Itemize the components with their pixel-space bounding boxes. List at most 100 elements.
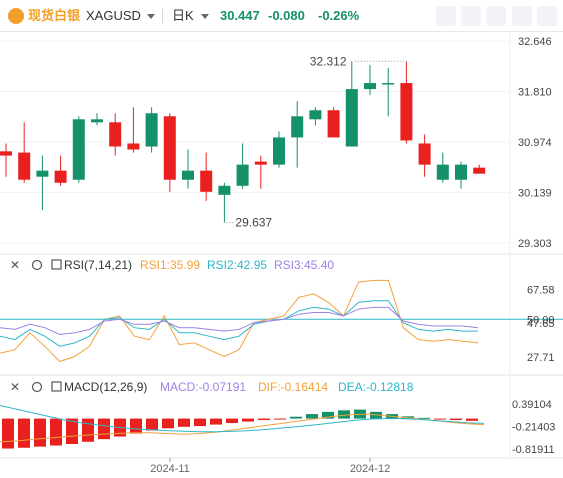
rsi-tick-label: 67.58 [527,285,555,297]
candle-body [18,152,31,180]
candle-body [473,167,486,174]
candle-body [418,143,431,165]
date-tick-label: 2024-12 [350,463,390,475]
rsi-tick-label: 47.65 [527,318,555,330]
line-style-icon[interactable] [436,6,456,26]
candle-body [145,113,158,147]
settings-icon[interactable] [31,259,43,271]
candle-body [327,110,340,138]
macd-histogram-bar [242,418,254,422]
macd-legend: MACD:-0.07191 [160,380,246,394]
candle-body [382,83,395,85]
macd-histogram-bar [466,418,478,421]
dea-legend: DEA:-0.12818 [338,380,414,394]
macd-histogram-bar [50,418,62,446]
chevron-down-icon[interactable] [201,14,209,19]
rsi-series-line [0,300,478,347]
period-selector[interactable]: 日K [172,8,194,23]
macd-tick-label: 0.39104 [512,399,552,411]
candle-body [200,170,213,192]
price-y-axis: 32.646 31.810 30.974 30.139 29.303 [518,36,552,250]
macd-histogram-bar [34,418,46,447]
macd-tick-label: -0.81911 [512,444,555,456]
price-change: -0.080 [268,8,305,23]
date-axis: 2024-11 2024-12 [150,458,390,475]
macd-histogram-bar [178,418,190,427]
macd-histogram-bar [450,418,462,421]
rsi-tick-label: 50.00 [527,314,555,326]
symbol-selector[interactable]: XAGUSD [86,8,141,23]
low-price-label: 29.637 [235,216,272,230]
close-icon[interactable] [537,6,557,26]
macd-histogram-bar [2,418,14,449]
macd-histogram-bar [66,418,78,445]
candle-body [182,170,194,180]
price-gridlines [0,40,510,244]
rsi-series-line [0,306,479,336]
price-candles [0,61,486,223]
candle-body [0,151,12,156]
chevron-down-icon[interactable] [147,14,155,19]
macd-tick-label: -0.21403 [512,422,555,434]
collapse-icon[interactable]: ✕ [10,380,20,394]
rsi-tick-label: 27.71 [527,352,555,364]
candle-body [163,116,176,180]
macd-title: MACD(12,26,9) [64,380,147,394]
candle-body [72,119,85,180]
rsi1-legend: RSI1:35.99 [140,258,200,272]
macd-histogram-bar [130,418,142,434]
macd-histogram-bar [18,418,30,448]
candle-body [455,164,467,180]
macd-histogram-bar [290,416,302,419]
price-change-percent: -0.26% [318,8,360,23]
candle-body [91,119,103,123]
candle-body [273,137,285,165]
rsi-title: RSI(7,14,21) [64,258,132,272]
macd-histogram-bar [146,418,158,431]
price-tick-label: 30.974 [518,137,552,149]
macd-series-line [0,405,485,433]
rsi-toolbar: ✕ [10,258,62,272]
chart-toolbar: 现货白银 XAGUSD 日K 30.447 -0.080 -0.26% [0,0,563,32]
macd-toolbar: ✕ [10,380,62,394]
collapse-icon[interactable]: ✕ [10,258,20,272]
macd-y-axis: 0.39104 -0.21403 -0.81911 [512,399,555,456]
rsi3-legend: RSI3:45.40 [274,258,334,272]
candle-body [109,122,122,147]
indicator-icon[interactable] [461,6,481,26]
macd-histogram-bar [226,418,238,424]
rsi2-legend: RSI2:42.95 [207,258,267,272]
macd-histogram-bar [210,418,222,425]
toolbar-divider [162,9,163,23]
settings-icon[interactable] [31,381,43,393]
indicator-box-icon[interactable] [51,259,62,270]
price-tick-label: 29.303 [518,238,552,250]
macd-histogram-bar [434,418,446,420]
macd-series-line [0,413,485,443]
brand-logo-icon [8,8,24,24]
candle-body [364,83,376,90]
expand-icon[interactable] [512,6,532,26]
indicator-box-icon[interactable] [51,381,62,392]
price-annotations: 32.312 29.637 [226,54,407,230]
price-tick-label: 32.646 [518,36,552,48]
dif-legend: DIF:-0.16414 [258,380,328,394]
candle-body [309,110,322,120]
rsi-series-line [0,279,479,363]
price-tick-label: 31.810 [518,87,552,99]
candle-body [54,170,67,183]
candle-body [218,185,231,195]
macd-histogram-bar [306,414,318,419]
price-tick-label: 30.139 [518,187,552,199]
macd-histogram-bar [338,410,350,419]
macd-histogram-bar [274,418,286,420]
candle-body [236,164,249,186]
macd-histogram-bar [98,418,110,440]
candle-body [400,83,413,141]
candle-body [254,161,267,165]
candle-type-icon[interactable] [486,6,506,26]
macd-histogram-bar [258,418,270,421]
candle-body [127,143,140,150]
